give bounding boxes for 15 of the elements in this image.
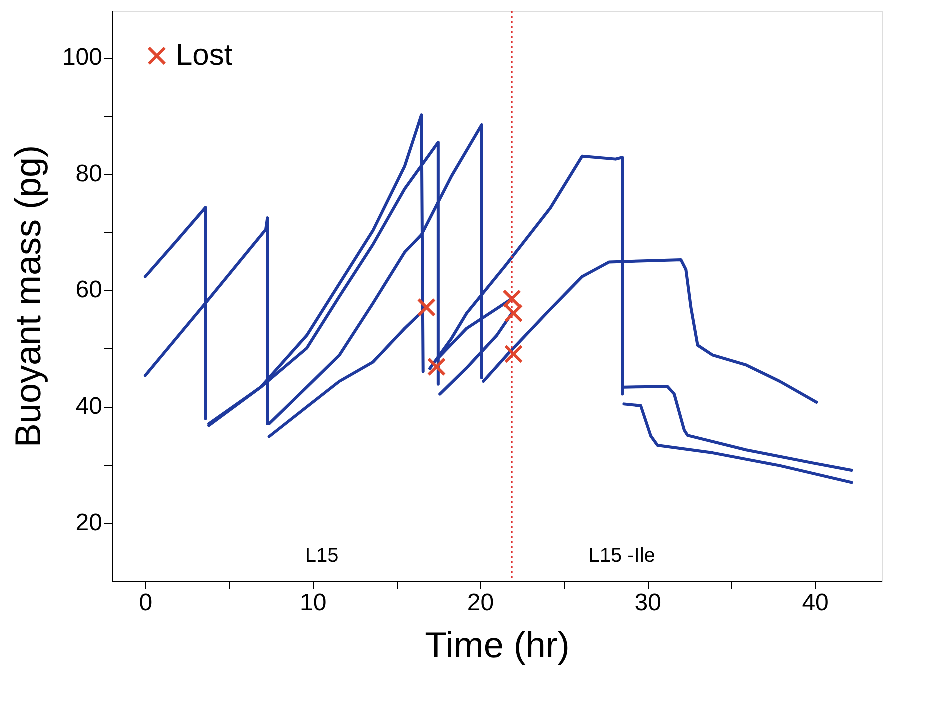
y-tick-label: 100 bbox=[62, 44, 102, 72]
y-tick-label: 60 bbox=[76, 276, 102, 304]
legend-label: Lost bbox=[176, 39, 234, 72]
x-tick-label: 40 bbox=[802, 590, 829, 616]
y-axis-title: Buoyant mass (pg) bbox=[7, 145, 48, 448]
annotation: L15 -Ile bbox=[588, 545, 656, 567]
x-axis-title: Time (hr) bbox=[425, 624, 570, 666]
annotation: L15 bbox=[305, 545, 339, 567]
y-tick-label: 20 bbox=[76, 509, 102, 536]
x-tick-label: 0 bbox=[139, 590, 153, 616]
x-tick-label: 10 bbox=[300, 590, 327, 616]
x-tick-label: 20 bbox=[467, 590, 494, 616]
y-tick-label: 40 bbox=[76, 393, 102, 420]
y-tick-label: 80 bbox=[76, 160, 102, 188]
x-tick-label: 30 bbox=[634, 590, 662, 616]
